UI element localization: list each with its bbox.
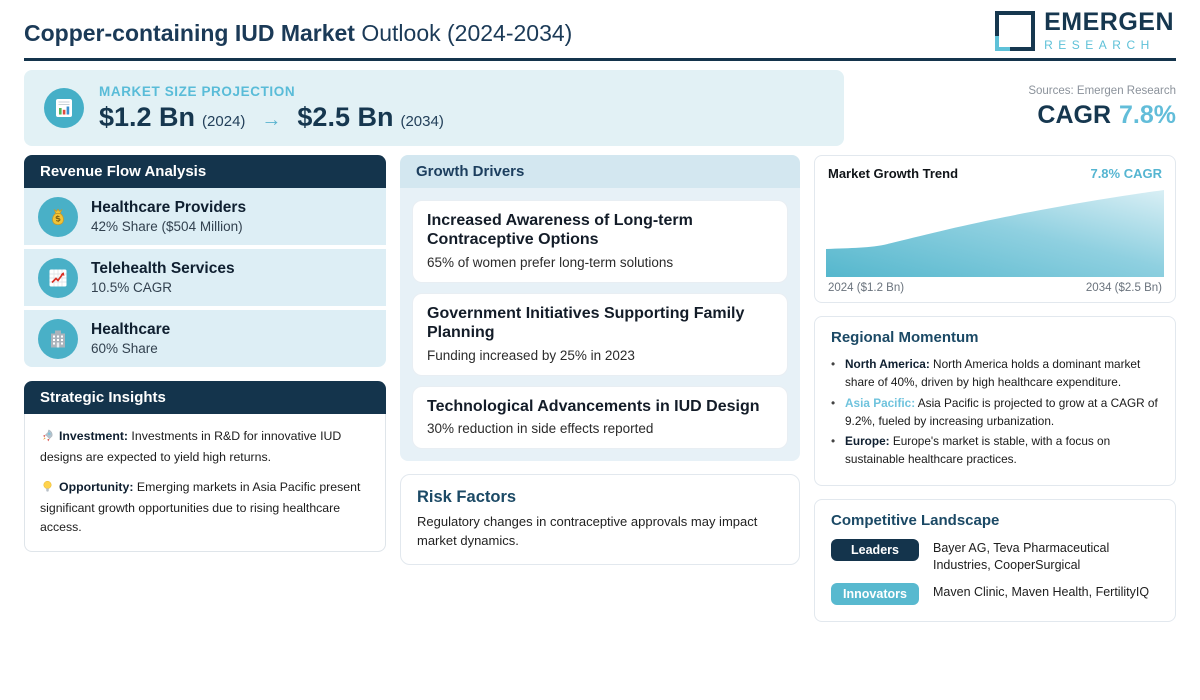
risk-factors-card: Risk Factors Regulatory changes in contr… <box>400 474 800 566</box>
revenue-flow-rows: $ Healthcare Providers 42% Share ($504 M… <box>24 188 386 367</box>
emergen-logo-icon <box>995 11 1036 51</box>
left-column: Revenue Flow Analysis $ Healthcare Provi… <box>24 155 386 553</box>
cagr-headline: CAGR 7.8% <box>1028 101 1176 130</box>
page-title-bold: Copper-containing IUD Market <box>24 20 355 46</box>
projection-text: MARKET SIZE PROJECTION $1.2 Bn (2024) → … <box>99 84 444 133</box>
sources-note: Sources: Emergen Research <box>1028 85 1176 97</box>
segment-stat: 60% Share <box>91 341 158 356</box>
segment-stat: 42% Share ($504 Million) <box>91 219 243 234</box>
segment-title: Healthcare <box>91 321 171 338</box>
lightbulb-icon <box>40 479 55 499</box>
trend-title: Market Growth Trend <box>828 166 959 181</box>
list-item: Leaders Bayer AG, Teva Pharmaceutical In… <box>831 538 1159 574</box>
cagr-value: 7.8% <box>1119 101 1176 129</box>
segment-stat: 10.5% CAGR <box>91 280 173 295</box>
money-bag-icon: $ <box>38 196 78 237</box>
cagr-label: CAGR <box>1037 101 1112 129</box>
driver-card: Increased Awareness of Long-term Contrac… <box>412 200 788 283</box>
rocket-icon <box>40 428 55 448</box>
driver-card: Technological Advancements in IUD Design… <box>412 385 788 450</box>
list-item: Healthcare 60% Share <box>24 310 386 367</box>
insight-label: Investment: <box>59 429 129 443</box>
driver-stat: 65% of women prefer long-term solutions <box>427 254 674 270</box>
start-year: (2024) <box>202 112 246 130</box>
emergen-logo: EMERGEN RESEARCH <box>995 10 1174 52</box>
trend-x-start: 2024 ($1.2 Bn) <box>828 282 905 294</box>
trend-x-end: 2034 ($2.5 Bn) <box>1085 282 1162 294</box>
middle-column: Growth Drivers Increased Awareness of Lo… <box>400 155 800 566</box>
end-value: $2.5 Bn <box>297 101 394 132</box>
list-item: • North America: North America holds a d… <box>831 355 1159 392</box>
arrow-right-icon: → <box>261 108 282 131</box>
projection-values: $1.2 Bn (2024) → $2.5 Bn (2034) <box>99 102 444 133</box>
innovators-badge: Innovators <box>831 583 919 606</box>
risk-factors-text: Regulatory changes in contraceptive appr… <box>417 514 758 549</box>
projection-label: MARKET SIZE PROJECTION <box>99 83 296 99</box>
bullet-icon: • <box>831 357 836 371</box>
page-title-rest: Outlook (2024-2034) <box>354 20 573 46</box>
insight-label: Opportunity: <box>59 479 134 494</box>
growth-drivers-section: Growth Drivers Increased Awareness of Lo… <box>400 155 800 462</box>
sources-cagr-block: Sources: Emergen Research CAGR 7.8% <box>1028 85 1176 130</box>
revenue-flow-panel: Revenue Flow Analysis $ Healthcare Provi… <box>24 155 386 367</box>
page-title: Copper-containing IUD Market Outlook (20… <box>24 20 572 47</box>
driver-title: Government Initiatives Supporting Family… <box>427 304 745 341</box>
bullet-icon: • <box>831 434 836 449</box>
right-column: Market Growth Trend 7.8% CAGR 2024 ($1.2… <box>814 155 1176 623</box>
segment-title: Telehealth Services <box>91 260 235 277</box>
region-text: Europe's market is stable, with a focus … <box>845 434 1111 467</box>
regional-momentum-card: Regional Momentum • North America: North… <box>814 316 1176 486</box>
driver-title: Technological Advancements in IUD Design <box>427 397 760 415</box>
market-growth-trend-card: Market Growth Trend 7.8% CAGR 2024 ($1.2… <box>814 155 1176 303</box>
driver-title: Increased Awareness of Long-term Contrac… <box>427 212 693 248</box>
growth-area-chart <box>826 190 1164 277</box>
list-item: • Asia Pacific: Asia Pacific is projecte… <box>831 394 1159 431</box>
strategic-insights-header: Strategic Insights <box>24 381 386 414</box>
insight-text: Emerging markets in Asia Pacific present… <box>40 479 361 534</box>
segment-title: Healthcare Providers <box>91 199 247 216</box>
title-divider <box>24 58 1176 61</box>
region-label: Asia Pacific: <box>845 395 916 410</box>
list-item: Telehealth Services 10.5% CAGR <box>24 249 386 306</box>
svg-text:$: $ <box>55 213 62 224</box>
bar-chart-icon <box>44 88 84 128</box>
leaders-badge: Leaders <box>831 538 919 561</box>
competitive-landscape-card: Competitive Landscape Leaders Bayer AG, … <box>814 498 1176 623</box>
revenue-flow-header: Revenue Flow Analysis <box>24 155 386 188</box>
region-label: North America: <box>845 357 930 371</box>
bullet-icon: • <box>831 395 836 410</box>
region-text: Asia Pacific is projected to grow at a C… <box>845 395 1158 428</box>
logo-corner-accent <box>995 36 1011 51</box>
hospital-icon <box>38 318 78 359</box>
growth-drivers-header: Growth Drivers <box>400 155 800 188</box>
regional-momentum-title: Regional Momentum <box>831 329 979 346</box>
region-text: North America holds a dominant market sh… <box>845 357 1141 390</box>
list-item: • Europe: Europe's market is stable, wit… <box>831 432 1159 469</box>
list-item: Innovators Maven Clinic, Maven Health, F… <box>831 583 1159 606</box>
growth-drivers-body: Increased Awareness of Long-term Contrac… <box>400 188 800 462</box>
chart-up-icon <box>38 257 78 298</box>
insight-item: Investment: Investments in R&D for innov… <box>40 427 370 467</box>
start-value: $1.2 Bn <box>99 101 196 132</box>
region-label: Europe: <box>845 434 890 449</box>
end-year: (2034) <box>400 112 444 130</box>
driver-stat: Funding increased by 25% in 2023 <box>427 347 635 363</box>
logo-line1: EMERGEN <box>1044 8 1174 36</box>
leaders-companies: Bayer AG, Teva Pharmaceutical Industries… <box>933 540 1110 572</box>
insight-item: Opportunity: Emerging markets in Asia Pa… <box>40 478 370 536</box>
list-item: $ Healthcare Providers 42% Share ($504 M… <box>24 188 386 245</box>
logo-line2: RESEARCH <box>1044 38 1155 52</box>
strategic-insights-panel: Strategic Insights Investment: Investmen… <box>24 381 386 553</box>
market-size-projection-banner: MARKET SIZE PROJECTION $1.2 Bn (2024) → … <box>24 70 844 146</box>
insight-text: Investments in R&D for innovative IUD de… <box>40 429 342 465</box>
innovators-companies: Maven Clinic, Maven Health, FertilityIQ <box>933 585 1150 600</box>
emergen-logo-text: EMERGEN RESEARCH <box>1044 8 1174 53</box>
strategic-insights-body: Investment: Investments in R&D for innov… <box>24 414 386 553</box>
risk-factors-title: Risk Factors <box>417 488 517 507</box>
competitive-landscape-title: Competitive Landscape <box>831 511 1000 529</box>
driver-card: Government Initiatives Supporting Family… <box>412 292 788 376</box>
driver-stat: 30% reduction in side effects reported <box>427 421 654 437</box>
trend-cagr: 7.8% CAGR <box>1090 166 1162 181</box>
